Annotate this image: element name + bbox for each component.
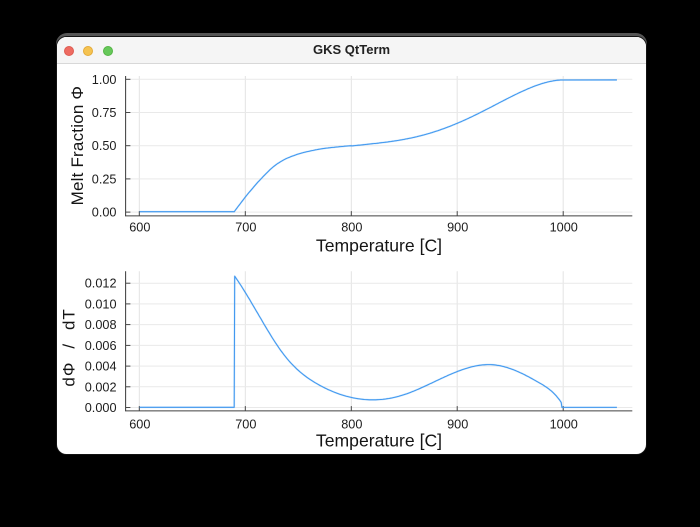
svg-text:0.00: 0.00 [92, 206, 117, 220]
svg-text:1000: 1000 [550, 417, 578, 431]
svg-text:0.012: 0.012 [85, 277, 117, 291]
svg-text:600: 600 [129, 221, 150, 235]
svg-text:0.25: 0.25 [92, 172, 117, 186]
svg-text:0.50: 0.50 [92, 139, 117, 153]
svg-text:Melt Fraction Φ: Melt Fraction Φ [68, 86, 87, 206]
svg-text:dΦ / dT: dΦ / dT [60, 308, 79, 386]
svg-text:900: 900 [447, 417, 468, 431]
svg-text:0.002: 0.002 [85, 380, 117, 394]
svg-text:900: 900 [447, 221, 468, 235]
svg-text:600: 600 [129, 417, 150, 431]
svg-text:800: 800 [341, 417, 362, 431]
svg-text:0.008: 0.008 [85, 318, 117, 332]
svg-text:700: 700 [235, 221, 256, 235]
svg-text:0.004: 0.004 [85, 360, 117, 374]
svg-text:Temperature [C]: Temperature [C] [316, 236, 442, 256]
svg-text:0.75: 0.75 [92, 106, 117, 120]
svg-text:1.00: 1.00 [92, 73, 117, 87]
svg-text:Temperature [C]: Temperature [C] [316, 431, 442, 451]
svg-text:0.010: 0.010 [85, 297, 117, 311]
svg-text:800: 800 [341, 221, 362, 235]
svg-text:700: 700 [235, 417, 256, 431]
svg-text:0.006: 0.006 [85, 339, 117, 353]
svg-text:1000: 1000 [550, 221, 578, 235]
svg-text:0.000: 0.000 [85, 401, 117, 415]
